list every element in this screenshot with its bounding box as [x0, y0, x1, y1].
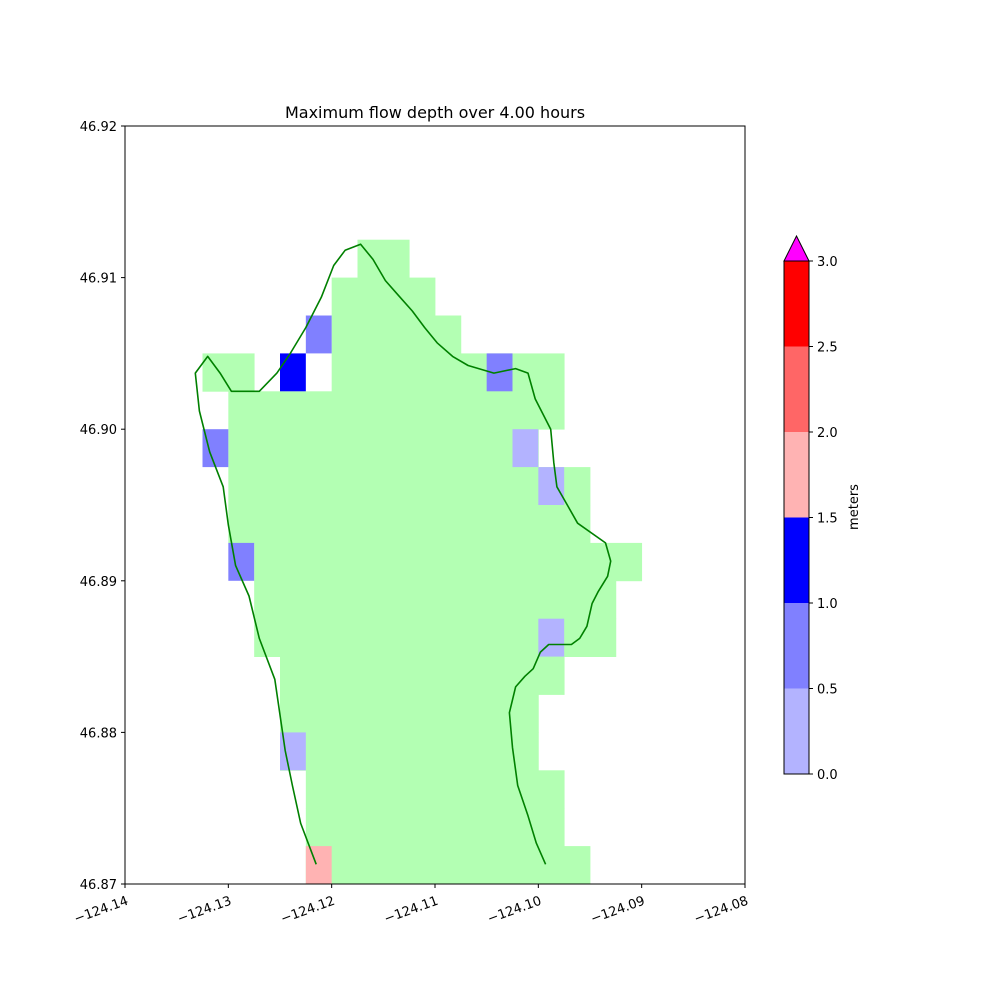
- x-tick-label: −124.09: [589, 894, 647, 927]
- y-tick-label: 46.88: [80, 726, 117, 741]
- y-tick-label: 46.92: [80, 120, 117, 135]
- y-tick-label: 46.91: [80, 272, 117, 287]
- colorbar-tick-label: 3.0: [817, 255, 838, 270]
- depth-cell: [280, 353, 306, 392]
- dry-cell-row: [357, 239, 410, 278]
- colorbar-bin: [784, 688, 809, 774]
- dry-cell-row: [280, 656, 565, 695]
- colorbar: 0.0 0.5 1.0 1.5 2.0 2.5 3.0 meters: [783, 234, 862, 783]
- colorbar-extend-triangle: [783, 234, 810, 262]
- depth-cell: [538, 467, 565, 505]
- y-axis: 46.87 46.88 46.89 46.90 46.91 46.92: [80, 120, 125, 893]
- colorbar-bin: [784, 517, 809, 603]
- dry-cell-row: [280, 694, 539, 733]
- dry-cell-row: [254, 542, 643, 582]
- plot-area: [124, 125, 746, 885]
- dry-cell-row: [254, 580, 617, 620]
- depth-cell: [512, 429, 539, 468]
- colorbar-tick-label: 0.5: [817, 683, 838, 698]
- colorbar-bin: [784, 261, 809, 347]
- x-axis: −124.14 −124.13 −124.12 −124.11 −124.10 −124.…: [72, 884, 750, 927]
- dry-cell-row: [331, 353, 565, 392]
- colorbar-ticks: 0.0 0.5 1.0 1.5 2.0 2.5 3.0: [809, 255, 838, 783]
- depth-cell: [305, 315, 332, 354]
- dry-cell-row: [228, 429, 539, 468]
- depth-cells-layer: [202, 315, 565, 884]
- dry-cell-row: [228, 505, 591, 544]
- depth-cell: [280, 732, 306, 771]
- x-tick-label: −124.13: [176, 894, 234, 927]
- dry-cell-row: [305, 808, 565, 847]
- colorbar-label: meters: [847, 484, 862, 530]
- colorbar-tick-label: 1.5: [817, 512, 838, 527]
- boundary-line: [194, 243, 612, 865]
- colorbar-tick-label: 2.5: [817, 341, 838, 356]
- colorbar-bin: [784, 603, 809, 689]
- dry-cell-row: [228, 391, 565, 430]
- dry-cell-row: [331, 315, 462, 354]
- x-tick-label: −124.14: [72, 894, 130, 927]
- chart-title: Maximum flow depth over 4.00 hours: [285, 103, 585, 122]
- colorbar-bins: [784, 261, 809, 774]
- x-tick-label: −124.12: [279, 894, 337, 927]
- colorbar-tick-label: 2.0: [817, 426, 838, 441]
- x-tick-label: −124.10: [486, 894, 544, 927]
- depth-cell: [202, 429, 229, 468]
- dry-cell-row: [228, 467, 591, 506]
- dry-cell-row: [331, 277, 436, 316]
- dry-cell-row: [305, 846, 591, 885]
- x-tick-label: −124.11: [382, 894, 440, 927]
- y-tick-label: 46.89: [80, 575, 117, 590]
- colorbar-tick-label: 1.0: [817, 597, 838, 612]
- colorbar-bin: [784, 432, 809, 518]
- colorbar-bin: [784, 346, 809, 432]
- dry-cell-row: [280, 732, 539, 771]
- y-tick-label: 46.90: [80, 423, 117, 438]
- y-tick-label: 46.87: [80, 878, 117, 893]
- dry-cell-row: [305, 770, 565, 809]
- depth-cell: [305, 846, 332, 884]
- x-tick-label: −124.08: [692, 894, 750, 927]
- colorbar-tick-label: 0.0: [817, 768, 838, 783]
